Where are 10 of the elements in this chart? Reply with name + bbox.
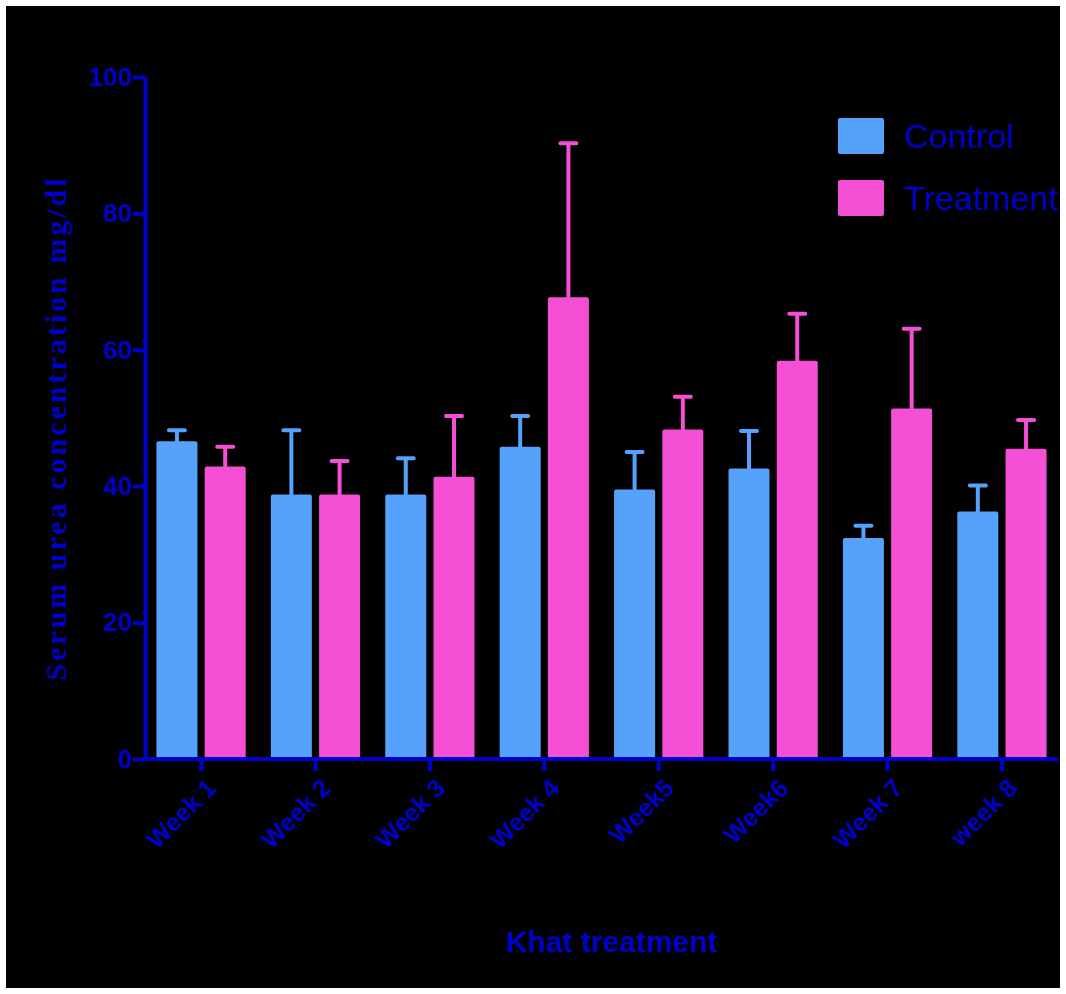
legend-label: Treatment (904, 179, 1059, 217)
y-tick-label: 100 (88, 61, 132, 92)
y-tick-label: 20 (103, 607, 132, 638)
y-tick-label: 60 (103, 334, 132, 365)
legend-label: Control (904, 117, 1014, 155)
y-axis-title: Serum urea concentration mg/dl (39, 175, 72, 681)
y-tick-label: 0 (117, 743, 132, 774)
x-axis-title: Khat treatment (505, 925, 718, 958)
y-tick-label: 80 (103, 198, 132, 229)
y-tick-label: 40 (103, 471, 132, 502)
